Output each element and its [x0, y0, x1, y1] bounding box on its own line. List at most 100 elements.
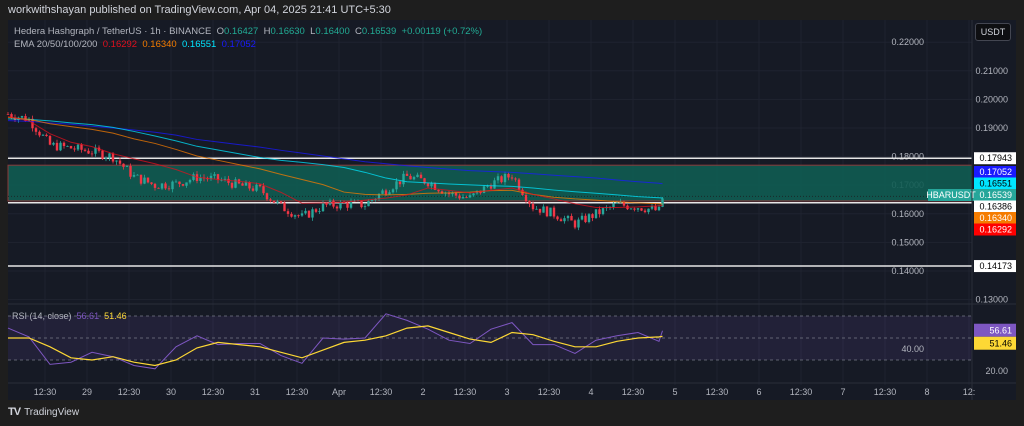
level-price-label-text: 0.17943	[979, 153, 1012, 163]
candle-body	[192, 174, 195, 180]
candle-body	[437, 189, 440, 192]
time-tick-label: 12:30	[874, 387, 897, 397]
price-label-text: 0.16292	[979, 225, 1012, 235]
candle-body	[591, 214, 594, 218]
candle-body	[496, 176, 500, 181]
close-label: C	[355, 26, 362, 37]
candle-body	[90, 153, 94, 155]
time-tick-label: 12:30	[370, 387, 393, 397]
candle-body	[118, 160, 122, 164]
candle-body	[59, 142, 62, 151]
candle-body	[535, 208, 538, 210]
candle-body	[423, 178, 426, 184]
candle-body	[570, 215, 573, 221]
candle-body	[55, 142, 59, 151]
candle-body	[80, 144, 83, 150]
candle-body	[360, 200, 363, 208]
candle-body	[482, 186, 486, 194]
chart-legend: Hedera Hashgraph / TetherUS · 1h · BINAN…	[14, 25, 482, 51]
candle-body	[209, 175, 213, 180]
symbol-price-tag-text: HBARUSDT	[926, 190, 976, 200]
rsi-label[interactable]: RSI (14, close)	[12, 311, 72, 321]
time-tick-label: 8	[924, 387, 929, 397]
time-tick-label: 29	[82, 387, 92, 397]
candle-body	[335, 206, 339, 209]
price-label-text: 0.16551	[979, 179, 1012, 189]
candle-body	[111, 153, 115, 162]
candle-body	[647, 208, 650, 213]
candle-body	[510, 177, 514, 179]
symbol-title[interactable]: Hedera Hashgraph / TetherUS · 1h · BINAN…	[14, 26, 212, 37]
price-label-last	[974, 189, 1016, 201]
candle-body	[171, 181, 174, 190]
ema20-value: 0.16292	[102, 39, 138, 50]
candle-body	[66, 146, 69, 147]
candle-body	[493, 180, 496, 189]
candle-body	[500, 176, 503, 183]
candle-body	[258, 184, 262, 187]
level-price-label	[974, 260, 1016, 273]
time-tick-label: 2	[420, 387, 425, 397]
price-label-ema100	[974, 177, 1016, 190]
rsi-value-label-text: 56.61	[989, 326, 1012, 336]
candle-body	[307, 210, 311, 218]
candle-body	[601, 208, 605, 215]
price-label-ema50	[974, 212, 1016, 224]
candle-body	[230, 182, 234, 188]
candle-body	[489, 186, 493, 189]
candle-body	[454, 192, 458, 196]
candle-body	[363, 206, 367, 208]
time-tick-label: 12:	[963, 387, 976, 397]
chart-panel[interactable]	[8, 20, 1016, 400]
candle-body	[577, 219, 580, 228]
candle-body	[241, 183, 244, 186]
rsi-tick-label: 20.00	[985, 366, 1008, 376]
candle-body	[395, 181, 398, 190]
candle-body	[314, 209, 318, 212]
candle-body	[598, 209, 601, 215]
candle-body	[650, 206, 654, 209]
candle-body	[255, 184, 258, 191]
candle-body	[433, 183, 437, 190]
candle-body	[538, 208, 542, 213]
candle-body	[101, 150, 104, 159]
open-value: 0.16427	[223, 26, 259, 37]
level-price-label	[974, 152, 1016, 165]
candle-body	[286, 211, 290, 214]
candle-body	[45, 134, 48, 137]
high-value: 0.16630	[270, 26, 305, 37]
rsi-ma-value: 51.46	[104, 311, 127, 321]
ema100-line	[7, 118, 663, 199]
candle-body	[339, 201, 342, 209]
candle-body	[563, 218, 566, 222]
candle-body	[622, 202, 626, 206]
time-tick-label: 12:30	[790, 387, 813, 397]
candle-body	[402, 173, 405, 185]
candle-body	[272, 200, 276, 203]
candle-body	[234, 179, 237, 188]
candle-body	[290, 213, 293, 217]
candle-body	[584, 215, 587, 223]
rsi-tick-label: 40.00	[901, 344, 924, 354]
candle-body	[419, 174, 423, 179]
candle-body	[549, 207, 552, 217]
candle-body	[279, 201, 283, 203]
candle-body	[178, 181, 181, 185]
ema-label[interactable]: EMA 20/50/100/200	[14, 39, 98, 50]
time-tick-label: 7	[840, 387, 845, 397]
candle-body	[164, 183, 167, 189]
candle-body	[619, 202, 622, 203]
currency-button[interactable]: USDT	[975, 23, 1011, 41]
time-tick-label: 12:30	[622, 387, 645, 397]
price-tick-label: 0.14000	[891, 266, 924, 276]
candle-body	[594, 209, 598, 218]
rsi-value: 56.61	[76, 311, 100, 321]
candle-body	[115, 160, 118, 162]
candle-body	[514, 178, 517, 180]
time-tick-label: 12:30	[538, 387, 561, 397]
time-tick-label: 12:30	[118, 387, 141, 397]
candle-body	[657, 206, 661, 211]
candle-body	[153, 183, 157, 188]
candle-body	[132, 175, 136, 177]
